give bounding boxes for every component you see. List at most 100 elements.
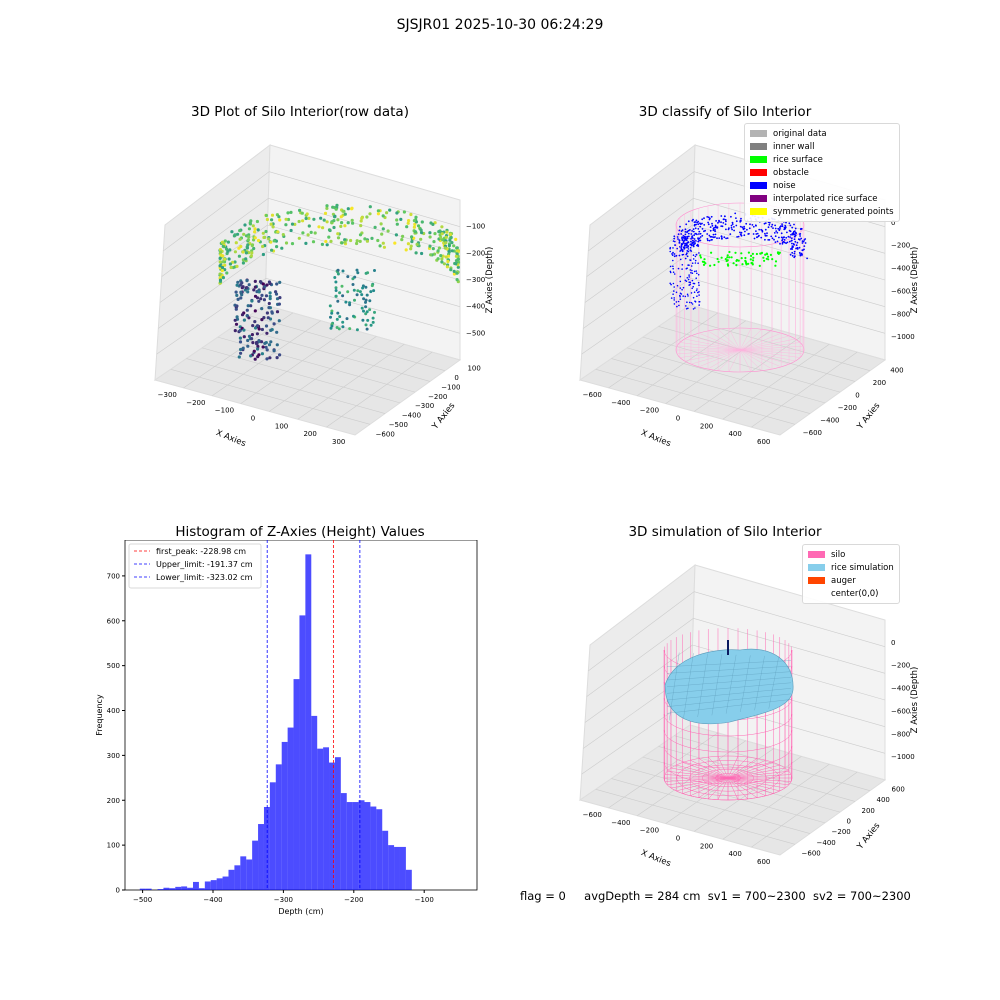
noise-point xyxy=(709,226,712,228)
noise-point xyxy=(781,242,784,245)
raw-point xyxy=(360,306,364,310)
raw-point xyxy=(251,341,255,345)
noise-point xyxy=(701,234,704,237)
raw-point xyxy=(455,249,459,253)
silo-wire xyxy=(698,332,741,351)
noise-point xyxy=(703,224,706,226)
silo-wire xyxy=(739,349,804,355)
raw-point xyxy=(410,240,414,244)
raw-point xyxy=(246,344,250,348)
legend-entry: obstacle xyxy=(750,166,894,179)
raw-point xyxy=(428,231,432,235)
raw-point xyxy=(253,320,257,324)
rice-surface-point xyxy=(751,259,755,262)
raw-point xyxy=(253,279,257,283)
raw-point xyxy=(226,249,230,253)
histogram-bar xyxy=(234,865,241,890)
simulation-legend: silo rice simulation auger center(0,0) xyxy=(802,544,900,604)
noise-point xyxy=(693,282,696,285)
raw-point xyxy=(353,275,357,279)
noise-point xyxy=(714,229,716,231)
raw-point xyxy=(262,298,266,302)
noise-point xyxy=(745,222,748,225)
noise-point xyxy=(692,258,695,260)
noise-point xyxy=(678,229,681,232)
noise-point xyxy=(801,242,804,244)
noise-point xyxy=(684,295,687,298)
floor-pane xyxy=(578,724,887,856)
histogram-bar xyxy=(364,802,371,890)
histogram-bar xyxy=(263,806,270,890)
floor-gridline xyxy=(595,368,796,425)
raw-point xyxy=(247,235,251,239)
raw-point xyxy=(247,334,252,338)
raw-point xyxy=(381,214,385,218)
noise-point xyxy=(686,293,689,296)
raw-point xyxy=(376,212,380,216)
rice-surface-point xyxy=(769,253,772,256)
noise-point xyxy=(690,233,693,235)
y-tick-label: 400 xyxy=(890,366,903,374)
raw-point xyxy=(439,235,443,239)
noise-point xyxy=(706,238,709,240)
z-tick-label: −200 xyxy=(466,249,485,257)
noise-point xyxy=(799,253,802,255)
noise-point xyxy=(706,239,709,242)
left-gridline xyxy=(586,618,694,697)
raw-point xyxy=(269,240,273,244)
y-tick-label: 0 xyxy=(847,818,851,826)
y-tick-label: 600 xyxy=(892,785,905,793)
raw-point xyxy=(263,235,267,239)
legend-swatch xyxy=(808,577,825,584)
rice-mesh-line xyxy=(666,693,792,707)
noise-point xyxy=(695,223,697,226)
noise-point xyxy=(684,246,686,249)
raw-point xyxy=(253,227,257,231)
y-tick-label: −400 xyxy=(402,412,421,420)
raw-point xyxy=(260,307,264,311)
raw-point xyxy=(223,239,227,243)
y-tick-label: 200 xyxy=(873,379,886,387)
raw-point xyxy=(338,291,342,295)
y-tick-label: −200 xyxy=(428,393,447,401)
raw-point xyxy=(250,251,254,255)
floor-gridline xyxy=(665,328,774,404)
noise-point xyxy=(760,228,763,231)
raw-point xyxy=(259,340,264,344)
left-gridline xyxy=(581,698,692,775)
histogram-chart[interactable]: −500 −400 −300 −200 −100 0 100 200 300 400 500 600 7… xyxy=(90,540,490,920)
noise-point xyxy=(678,239,681,241)
legend-swatch xyxy=(750,143,767,150)
raw-point xyxy=(444,241,448,245)
histogram-bar xyxy=(258,824,264,890)
y-tick-label: 100 xyxy=(107,842,120,850)
raw-point xyxy=(420,220,424,224)
raw-point xyxy=(250,333,254,337)
y-tick-label: 400 xyxy=(877,796,890,804)
raw-point xyxy=(373,310,376,314)
raw-point xyxy=(246,243,250,247)
raw-point xyxy=(233,329,237,333)
raw-point xyxy=(249,304,253,308)
raw-point xyxy=(364,271,368,275)
noise-point xyxy=(670,283,672,286)
noise-point xyxy=(783,238,786,241)
simulation-content xyxy=(663,628,794,801)
noise-point xyxy=(711,238,713,241)
noise-point xyxy=(748,232,750,235)
raw-point xyxy=(261,252,265,257)
raw-point xyxy=(449,268,453,272)
raw-point xyxy=(262,316,266,320)
noise-point xyxy=(690,250,692,252)
z-tick-label: −400 xyxy=(891,685,910,693)
raw-point xyxy=(337,327,341,331)
x-axis-label: X Axies xyxy=(214,428,247,449)
rice-surface-point xyxy=(724,258,727,261)
silo-wire xyxy=(739,349,801,358)
y-tick-label: 600 xyxy=(107,617,120,625)
legend-label: center(0,0) xyxy=(831,588,879,599)
raw-point xyxy=(369,323,373,327)
